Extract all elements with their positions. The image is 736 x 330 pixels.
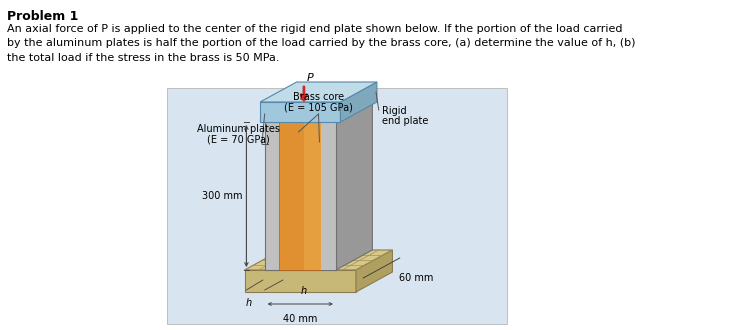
Bar bbox=[279, 122, 321, 270]
Text: 60 mm: 60 mm bbox=[399, 273, 434, 283]
Text: Aluminum plates: Aluminum plates bbox=[197, 124, 280, 134]
Bar bbox=[321, 122, 336, 270]
Bar bbox=[305, 122, 321, 270]
Text: 300 mm: 300 mm bbox=[202, 191, 243, 201]
Polygon shape bbox=[341, 82, 377, 122]
Bar bbox=[244, 270, 356, 292]
Text: (E = 70 GPa): (E = 70 GPa) bbox=[207, 134, 269, 144]
Text: h: h bbox=[301, 286, 307, 296]
Text: Rigid: Rigid bbox=[383, 106, 407, 116]
Text: 40 mm: 40 mm bbox=[283, 314, 317, 324]
Text: P: P bbox=[307, 73, 314, 83]
Text: Problem 1: Problem 1 bbox=[7, 10, 79, 23]
Polygon shape bbox=[260, 82, 377, 102]
Bar bbox=[167, 88, 506, 324]
Text: end plate: end plate bbox=[383, 116, 429, 126]
Text: Brass core: Brass core bbox=[293, 92, 344, 102]
Text: An axial force of P is applied to the center of the rigid end plate shown below.: An axial force of P is applied to the ce… bbox=[7, 24, 636, 63]
Polygon shape bbox=[244, 250, 392, 270]
Text: (E = 105 GPa): (E = 105 GPa) bbox=[284, 103, 353, 113]
Text: h: h bbox=[245, 298, 251, 308]
Polygon shape bbox=[336, 102, 372, 270]
Polygon shape bbox=[356, 250, 392, 292]
Bar bbox=[260, 102, 341, 122]
Bar bbox=[265, 122, 336, 270]
